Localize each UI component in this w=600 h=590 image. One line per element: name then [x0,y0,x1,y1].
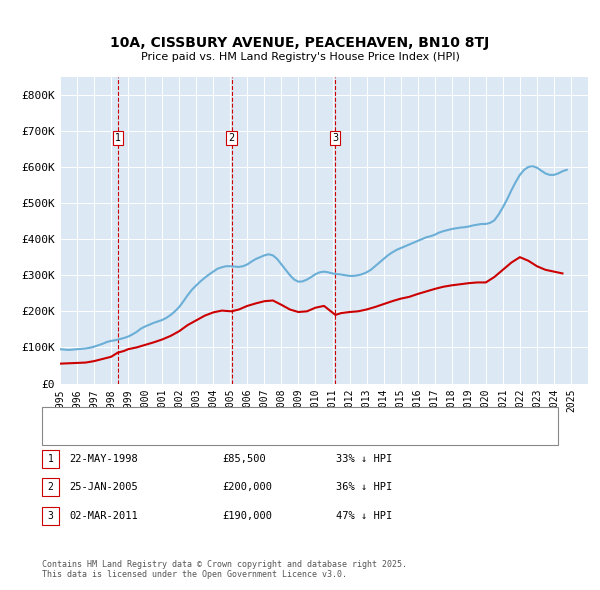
Text: 2: 2 [229,133,235,143]
Text: Contains HM Land Registry data © Crown copyright and database right 2025.
This d: Contains HM Land Registry data © Crown c… [42,560,407,579]
Text: 22-MAY-1998: 22-MAY-1998 [69,454,138,464]
Text: 1: 1 [47,454,53,464]
Text: 10A, CISSBURY AVENUE, PEACEHAVEN, BN10 8TJ (detached house): 10A, CISSBURY AVENUE, PEACEHAVEN, BN10 8… [81,413,428,423]
Text: 3: 3 [47,511,53,520]
Text: 10A, CISSBURY AVENUE, PEACEHAVEN, BN10 8TJ: 10A, CISSBURY AVENUE, PEACEHAVEN, BN10 8… [110,36,490,50]
Text: 33% ↓ HPI: 33% ↓ HPI [336,454,392,464]
Text: 1: 1 [115,133,121,143]
Text: 02-MAR-2011: 02-MAR-2011 [69,511,138,520]
Text: £85,500: £85,500 [222,454,266,464]
Text: £190,000: £190,000 [222,511,272,520]
Text: £200,000: £200,000 [222,483,272,492]
Text: 36% ↓ HPI: 36% ↓ HPI [336,483,392,492]
Text: HPI: Average price, detached house, Lewes: HPI: Average price, detached house, Lewe… [81,430,322,440]
Text: 3: 3 [332,133,338,143]
Text: 47% ↓ HPI: 47% ↓ HPI [336,511,392,520]
Text: Price paid vs. HM Land Registry's House Price Index (HPI): Price paid vs. HM Land Registry's House … [140,52,460,62]
Text: 25-JAN-2005: 25-JAN-2005 [69,483,138,492]
Text: 2: 2 [47,483,53,492]
